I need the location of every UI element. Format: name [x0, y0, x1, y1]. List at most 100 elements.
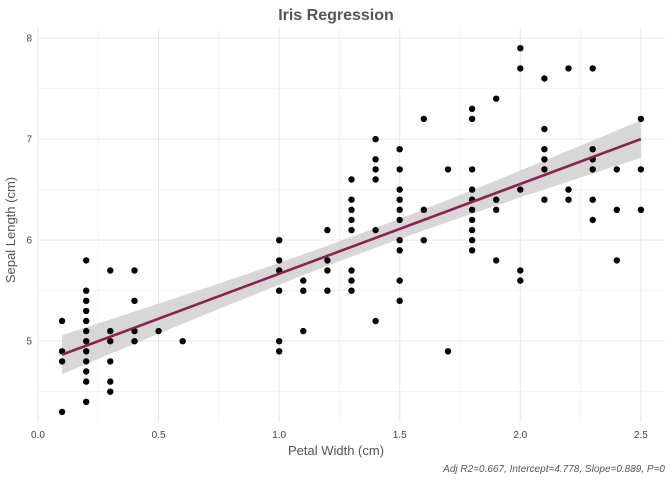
y-tick-label: 6 — [26, 236, 32, 247]
data-point — [541, 75, 548, 82]
data-point — [107, 338, 114, 345]
x-axis-ticks: 0.0 0.5 1.0 1.5 2.0 2.5 — [31, 430, 648, 441]
data-point — [493, 206, 500, 213]
x-tick-label: 0.5 — [152, 430, 166, 441]
data-point — [565, 186, 572, 193]
data-point — [637, 115, 645, 123]
data-point — [348, 196, 355, 203]
data-point — [565, 196, 572, 203]
regression-line-group — [61, 137, 642, 356]
data-point — [541, 166, 548, 173]
data-point — [83, 297, 90, 304]
data-point — [276, 287, 283, 294]
data-point — [83, 327, 90, 335]
data-point — [58, 408, 66, 416]
data-point — [396, 146, 403, 153]
data-point — [589, 216, 596, 224]
x-tick-label: 2.0 — [513, 430, 527, 441]
data-point — [324, 287, 331, 294]
data-point — [179, 338, 186, 345]
data-point — [589, 146, 596, 153]
data-point — [131, 338, 138, 345]
data-point — [348, 226, 355, 234]
data-point — [107, 378, 114, 385]
data-point — [589, 196, 596, 203]
grid — [37, 28, 665, 422]
data-point — [131, 267, 138, 274]
data-point — [468, 166, 476, 173]
data-point — [324, 257, 331, 264]
x-tick-label: 2.5 — [634, 430, 648, 441]
data-point — [372, 135, 379, 143]
data-point — [420, 206, 427, 213]
data-point — [107, 358, 114, 365]
data-point — [396, 216, 403, 224]
data-point — [637, 166, 645, 173]
data-point — [541, 146, 548, 153]
data-point — [83, 348, 90, 355]
data-point — [348, 176, 355, 183]
data-point — [541, 196, 548, 203]
data-point — [396, 186, 403, 193]
data-point — [517, 277, 524, 284]
data-point — [517, 45, 524, 52]
data-point — [324, 226, 331, 234]
data-point — [155, 327, 162, 335]
data-point — [83, 287, 90, 294]
data-point — [396, 237, 403, 244]
data-point — [396, 277, 403, 284]
data-point — [589, 166, 596, 173]
data-point — [300, 327, 307, 335]
x-tick-label: 1.0 — [272, 430, 286, 441]
data-point — [83, 358, 90, 365]
data-point — [541, 156, 548, 163]
data-point — [613, 206, 620, 213]
data-points — [58, 45, 645, 416]
data-point — [372, 176, 379, 183]
data-point — [396, 297, 403, 304]
data-point — [58, 317, 66, 325]
data-point — [613, 257, 620, 264]
y-tick-label: 5 — [26, 337, 32, 348]
data-point — [468, 115, 476, 123]
data-point — [468, 237, 476, 244]
data-point — [541, 125, 548, 133]
data-point — [468, 247, 476, 254]
data-point — [83, 398, 90, 405]
chart-title: Iris Regression — [278, 7, 394, 24]
data-point — [517, 65, 524, 72]
data-point — [396, 166, 403, 173]
data-point — [493, 95, 500, 102]
data-point — [420, 115, 427, 123]
data-point — [131, 297, 138, 304]
regression-line — [61, 137, 642, 356]
data-point — [468, 105, 476, 113]
data-point — [83, 378, 90, 385]
data-point — [372, 317, 379, 325]
data-point — [83, 317, 90, 325]
y-axis-ticks: 5 6 7 8 — [26, 34, 32, 348]
data-point — [276, 237, 283, 244]
y-tick-label: 8 — [26, 34, 32, 45]
data-point — [300, 287, 307, 294]
data-point — [372, 166, 379, 173]
x-tick-label: 1.5 — [393, 430, 407, 441]
data-point — [444, 348, 452, 355]
data-point — [468, 226, 476, 234]
data-point — [58, 358, 66, 365]
data-point — [83, 307, 90, 315]
data-point — [517, 186, 524, 193]
data-point — [637, 206, 645, 213]
data-point — [468, 216, 476, 224]
data-point — [83, 257, 90, 264]
data-point — [348, 267, 355, 274]
data-point — [348, 206, 355, 213]
data-point — [565, 65, 572, 72]
data-point — [83, 338, 90, 345]
data-point — [468, 206, 476, 213]
data-point — [493, 196, 500, 203]
data-point — [300, 277, 307, 284]
data-point — [613, 166, 620, 173]
data-point — [276, 338, 283, 345]
